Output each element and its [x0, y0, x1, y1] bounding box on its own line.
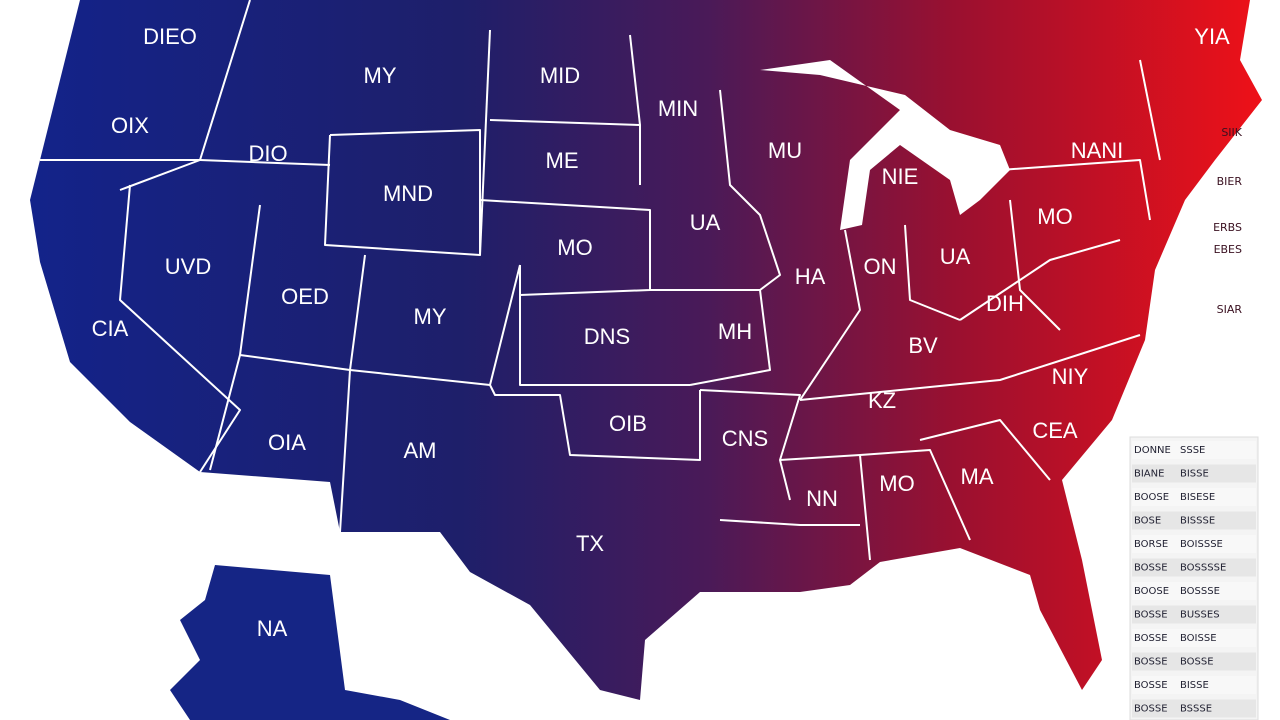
legend-key: BOSSE	[1134, 563, 1168, 574]
legend-row	[1132, 582, 1256, 600]
side-label: SIAR	[1217, 303, 1243, 316]
great-lakes	[760, 60, 1010, 230]
state-label: MH	[718, 319, 752, 344]
state-label: BV	[908, 333, 938, 358]
state-label: UVD	[165, 254, 211, 279]
side-label: SIIK	[1221, 126, 1242, 139]
legend-key: BORSE	[1134, 539, 1168, 550]
legend-value: BUSSES	[1180, 610, 1220, 621]
legend-key: BOSSE	[1134, 657, 1168, 668]
state-label: YIA	[1194, 24, 1230, 49]
state-label: MY	[414, 304, 447, 329]
legend-value: BOSSE	[1180, 657, 1214, 668]
side-label: ERBS	[1213, 221, 1242, 234]
state-label: TX	[576, 531, 604, 556]
state-label: OIX	[111, 113, 149, 138]
legend-key: BOSSE	[1134, 680, 1168, 691]
legend-key: BOSSE	[1134, 610, 1168, 621]
state-label: MND	[383, 181, 433, 206]
legend-value: BOISSE	[1180, 633, 1217, 644]
state-label: MO	[879, 471, 914, 496]
state-label: NA	[257, 616, 288, 641]
legend-key: BIANE	[1134, 469, 1164, 480]
legend-row	[1132, 558, 1256, 577]
state-label: NIY	[1052, 364, 1089, 389]
legend-value: BISESE	[1180, 492, 1215, 503]
legend-value: BOSSSSE	[1180, 563, 1226, 574]
state-label: MA	[961, 464, 994, 489]
state-label: MID	[540, 63, 580, 88]
legend-key: DONNE	[1134, 445, 1171, 456]
legend-row	[1132, 488, 1256, 506]
borders	[40, 0, 1161, 561]
state-label: NN	[806, 486, 838, 511]
state-label: OED	[281, 284, 329, 309]
legend-row	[1132, 535, 1256, 553]
state-label: OIA	[268, 430, 306, 455]
state-label: UA	[940, 244, 971, 269]
legend-key: BOOSE	[1134, 492, 1169, 503]
state-label: MY	[364, 63, 397, 88]
legend-value: BSSSE	[1180, 704, 1212, 715]
state-label: DNS	[584, 324, 630, 349]
legend-value: BISSE	[1180, 469, 1209, 480]
legend-box	[1129, 436, 1259, 720]
legend-row	[1132, 629, 1256, 647]
state-label: AM	[404, 438, 437, 463]
state-label: HA	[795, 264, 826, 289]
legend-row	[1132, 511, 1256, 530]
state-label: UA	[690, 210, 721, 235]
legend-value: BISSE	[1180, 680, 1209, 691]
state-label: MIN	[658, 96, 698, 121]
legend-row	[1132, 699, 1256, 718]
legend-row	[1132, 652, 1256, 671]
side-label: BIER	[1217, 175, 1243, 188]
state-label: CIA	[92, 316, 129, 341]
state-label: MO	[557, 235, 592, 260]
legend-row	[1132, 464, 1256, 483]
side-label: EBES	[1214, 243, 1242, 256]
state-label: ME	[546, 148, 579, 173]
legend-value: SSSE	[1180, 445, 1205, 456]
legend-key: BOSSE	[1134, 633, 1168, 644]
state-label: CEA	[1032, 418, 1078, 443]
state-label: DIH	[986, 291, 1024, 316]
state-label: DIO	[248, 141, 287, 166]
state-label: NANI	[1071, 138, 1124, 163]
state-label: ON	[864, 254, 897, 279]
alaska	[170, 565, 450, 720]
state-label: KZ	[868, 388, 896, 413]
legend-key: BOSSE	[1134, 704, 1168, 715]
legend-row	[1132, 441, 1256, 459]
legend-value: BOISSSE	[1180, 539, 1223, 550]
state-label: NIE	[882, 164, 919, 189]
legend-row	[1132, 605, 1256, 624]
legend-key: BOSE	[1134, 516, 1161, 527]
state-label: CNS	[722, 426, 768, 451]
state-label: DIEO	[143, 24, 197, 49]
state-label: OIB	[609, 411, 647, 436]
state-label: MO	[1037, 204, 1072, 229]
legend-value: BISSSE	[1180, 516, 1215, 527]
legend-key: BOOSE	[1134, 586, 1169, 597]
legend-value: BOSSSE	[1180, 586, 1220, 597]
state-label: MU	[768, 138, 802, 163]
legend-row	[1132, 676, 1256, 694]
